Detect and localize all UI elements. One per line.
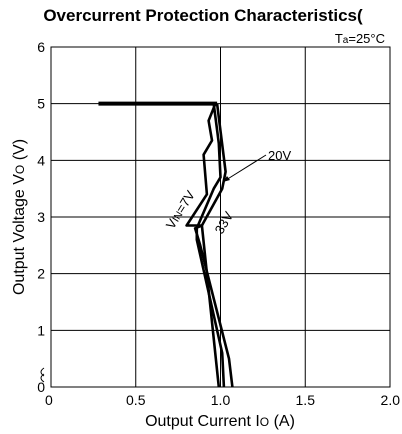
y-tick-labels: 0 1 2 3 4 5 6 [37, 39, 45, 395]
y-tick-label-6: 6 [37, 39, 45, 55]
y-axis-label: Output Voltage VO (V) [11, 139, 28, 295]
series-line-0 [185, 103, 221, 388]
plot-frame [50, 46, 391, 388]
series-lines [98, 101, 234, 388]
series-line-2 [193, 103, 234, 388]
x-tick-label-2: 1.0 [211, 392, 231, 408]
series-label-leader-1 [225, 154, 267, 181]
condition-label: Ta=25°C [335, 31, 385, 46]
x-tick-label-1: 0.5 [126, 392, 146, 408]
series-label-2: 33V [212, 209, 237, 237]
x-tick-label-0: 0 [45, 392, 53, 408]
axis-break-icon [40, 367, 45, 383]
leader-arrow-icon [223, 176, 230, 182]
x-tick-label-3: 1.5 [296, 392, 316, 408]
x-axis-label: Output Current IO (A) [145, 413, 295, 430]
grid [51, 47, 390, 387]
series-label-1: 20V [268, 148, 291, 163]
y-tick-label-5: 5 [37, 96, 45, 112]
y-tick-label-2: 2 [37, 266, 45, 282]
y-tick-label-4: 4 [37, 152, 45, 168]
y-tick-label-1: 1 [37, 322, 45, 338]
chart-title: Overcurrent Protection Characteristics( [43, 6, 363, 25]
x-tick-label-4: 2.0 [381, 392, 401, 408]
y-tick-label-3: 3 [37, 209, 45, 225]
y-tick-label-0: 0 [37, 379, 45, 395]
x-tick-labels: 0 0.5 1.0 1.5 2.0 [45, 392, 400, 408]
series-line-1 [195, 103, 226, 388]
